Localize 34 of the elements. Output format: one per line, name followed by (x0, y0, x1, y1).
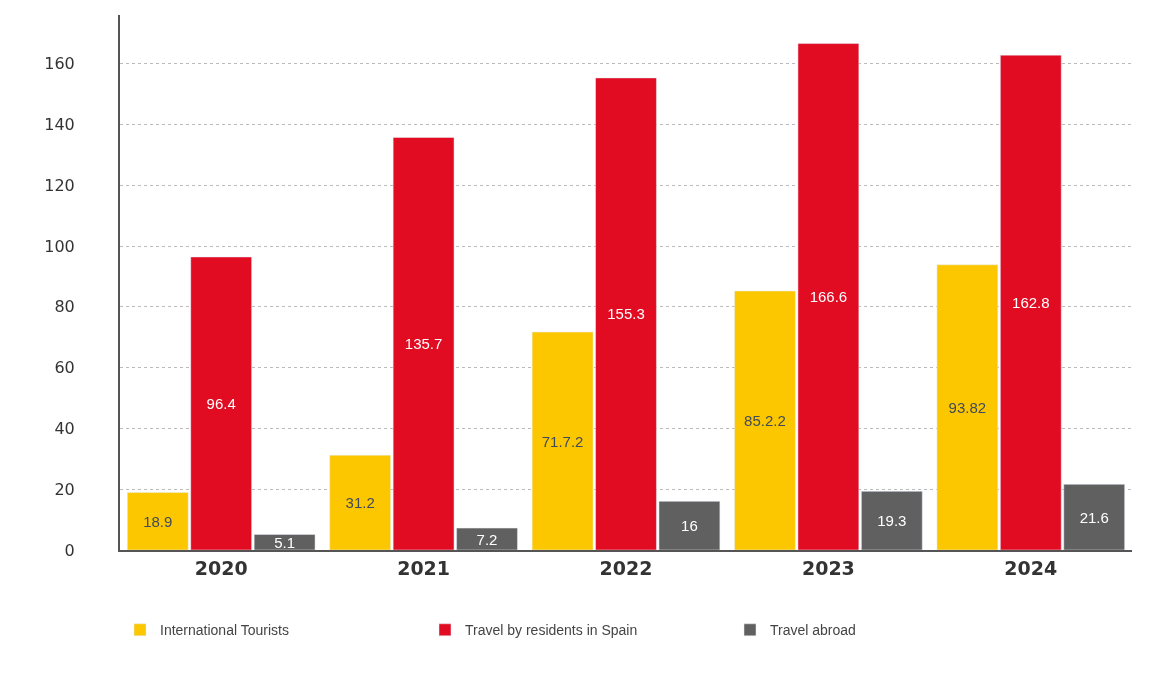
data-label: 16 (681, 517, 698, 535)
bar (936, 264, 999, 550)
x-tick-label: 2022 (599, 556, 653, 579)
y-tick-label: 60 (54, 358, 75, 378)
legend-label: Travel by residents in Spain (465, 622, 638, 639)
x-tick-label: 2023 (801, 556, 855, 579)
y-tick-label: 20 (54, 479, 75, 499)
y-tick-label: 40 (54, 419, 75, 439)
x-tick-label: 2024 (1004, 556, 1058, 579)
x-tick-label: 2020 (194, 556, 248, 579)
data-label: 93.82 (948, 398, 987, 416)
data-label: 96.4 (206, 394, 236, 412)
data-label: 21.6 (1079, 508, 1109, 526)
data-label: 7.2 (476, 530, 498, 548)
y-tick-label: 140 (44, 115, 75, 135)
data-label: 71.7.2 (541, 432, 584, 450)
data-label: 162.8 (1012, 294, 1050, 312)
data-label: 18.9 (143, 512, 173, 530)
y-tick-label: 80 (54, 297, 75, 317)
data-label: 155.3 (607, 305, 645, 323)
data-label: 19.3 (877, 512, 907, 530)
legend-label: International Tourists (160, 622, 289, 639)
y-tick-label: 160 (44, 54, 75, 74)
bar (329, 454, 391, 550)
data-label: 135.7 (404, 335, 443, 353)
y-tick-label: 100 (44, 236, 75, 256)
x-tick-label: 2021 (397, 556, 451, 579)
data-label: 85.2.2 (744, 412, 786, 430)
y-tick-label: 0 (64, 540, 75, 560)
data-label: 5.1 (274, 533, 296, 551)
y-tick-label: 120 (44, 175, 75, 195)
data-label: 166.6 (809, 288, 848, 306)
data-label: 31.2 (345, 494, 375, 512)
legend-label: Travel abroad (770, 622, 856, 639)
